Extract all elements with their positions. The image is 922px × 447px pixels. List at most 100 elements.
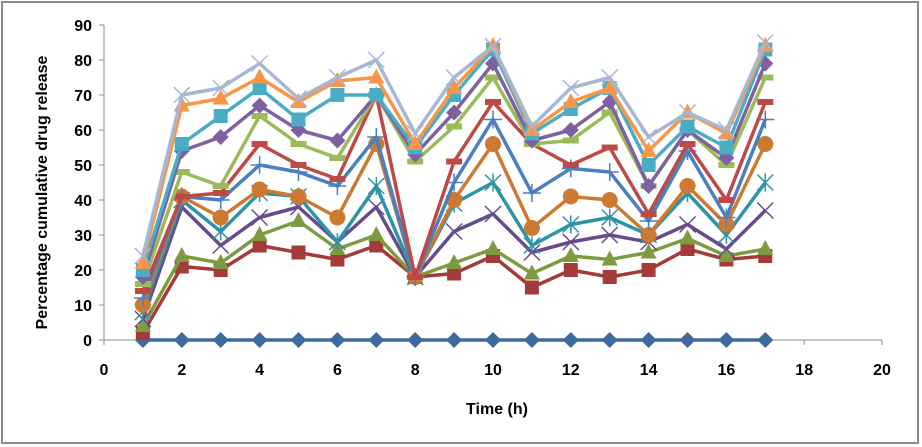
data-point xyxy=(756,201,774,220)
data-point xyxy=(562,162,579,168)
data-point xyxy=(407,274,424,280)
data-point xyxy=(330,88,345,102)
data-point xyxy=(251,181,268,198)
data-point xyxy=(678,215,697,234)
x-tick-label: 0 xyxy=(100,362,109,379)
x-ticks: 0 2 4 6 8 10 12 14 16 18 20 xyxy=(100,340,891,379)
data-point xyxy=(562,215,580,234)
y-tick-label: 30 xyxy=(74,228,92,245)
data-point xyxy=(679,332,696,348)
series-line xyxy=(141,142,767,306)
y-tick-label: 10 xyxy=(74,298,92,315)
x-tick-label: 20 xyxy=(873,362,891,379)
data-point xyxy=(640,332,657,348)
data-point xyxy=(446,79,463,94)
data-point xyxy=(523,220,540,236)
data-point xyxy=(717,240,735,258)
data-point xyxy=(290,188,307,205)
y-tick-label: 80 xyxy=(74,53,92,70)
x-axis-title: Time (h) xyxy=(466,401,528,418)
data-point xyxy=(640,128,658,146)
data-point xyxy=(718,124,735,140)
x-tick-label: 8 xyxy=(411,362,420,379)
x-tick-label: 16 xyxy=(718,362,736,379)
data-point xyxy=(757,136,774,152)
x-tick-label: 4 xyxy=(255,362,264,379)
data-point xyxy=(757,74,774,81)
data-point xyxy=(600,163,619,181)
data-point xyxy=(212,332,229,348)
data-point xyxy=(134,288,151,294)
data-point xyxy=(328,233,346,251)
data-point xyxy=(330,252,345,267)
data-point xyxy=(290,332,307,348)
data-point xyxy=(640,178,657,194)
data-point xyxy=(290,141,307,147)
data-point xyxy=(212,209,229,226)
data-point xyxy=(407,135,424,150)
data-point xyxy=(212,254,229,269)
series-1 xyxy=(134,332,774,348)
data-point xyxy=(367,51,385,69)
data-point xyxy=(367,128,386,146)
data-point xyxy=(756,173,774,192)
series-line xyxy=(141,41,767,257)
data-point xyxy=(562,122,579,138)
data-point xyxy=(173,169,190,175)
data-point xyxy=(756,33,774,52)
data-point xyxy=(329,209,346,226)
y-tick-label: 70 xyxy=(74,88,92,105)
data-point xyxy=(212,236,230,255)
y-ticks: 0 10 20 30 40 50 60 70 80 90 xyxy=(74,18,104,350)
data-point xyxy=(251,332,268,348)
data-point xyxy=(680,119,695,134)
data-point xyxy=(329,332,346,348)
data-point xyxy=(213,109,228,123)
data-point xyxy=(562,233,580,251)
data-point xyxy=(251,97,268,114)
data-point xyxy=(484,205,502,223)
data-point xyxy=(368,332,385,348)
data-point xyxy=(523,117,541,136)
data-point xyxy=(679,178,696,194)
data-point xyxy=(406,124,424,143)
data-point xyxy=(484,37,502,55)
data-point xyxy=(212,129,229,145)
data-point xyxy=(173,247,190,262)
data-point xyxy=(601,192,618,208)
data-point xyxy=(485,99,501,105)
data-point xyxy=(446,158,463,165)
data-point xyxy=(718,332,735,348)
data-point xyxy=(252,238,267,253)
x-tick-label: 6 xyxy=(333,362,342,379)
data-point xyxy=(562,93,579,108)
data-point xyxy=(641,263,656,277)
data-point xyxy=(329,155,346,161)
data-point xyxy=(602,270,617,284)
data-point xyxy=(251,208,269,227)
data-point xyxy=(251,54,269,73)
data-point xyxy=(601,68,619,87)
y-tick-label: 40 xyxy=(74,193,92,210)
data-point xyxy=(523,332,540,348)
data-point xyxy=(446,332,463,348)
data-point xyxy=(678,103,697,122)
series-13 xyxy=(134,33,774,265)
data-point xyxy=(290,162,307,168)
data-point xyxy=(369,238,384,253)
data-point xyxy=(252,81,267,95)
data-point xyxy=(523,236,541,255)
data-point xyxy=(640,227,657,243)
data-point xyxy=(524,280,539,295)
data-point xyxy=(251,226,268,241)
data-point xyxy=(562,247,579,262)
data-point xyxy=(679,141,696,147)
data-point xyxy=(757,99,774,105)
data-point xyxy=(328,68,346,87)
series-4 xyxy=(134,198,774,328)
x-tick-label: 10 xyxy=(484,362,502,379)
data-point xyxy=(445,68,463,87)
data-point xyxy=(212,183,229,189)
data-point xyxy=(717,208,736,227)
